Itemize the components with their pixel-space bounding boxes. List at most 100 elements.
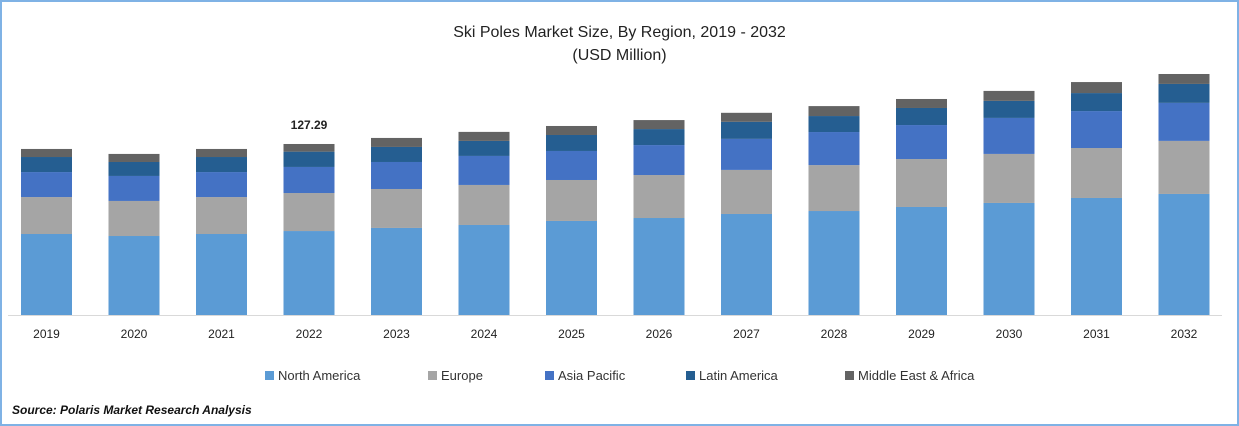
bar-segment-europe-2021 [196, 197, 247, 234]
x-tick-label: 2031 [1083, 327, 1110, 341]
bar-segment-latin-america-2031 [1071, 93, 1122, 112]
bar-segment-north-america-2019 [21, 233, 72, 315]
bar-segment-north-america-2027 [721, 213, 772, 315]
bar-segment-middle-east-africa-2021 [196, 148, 247, 158]
bar-segment-middle-east-africa-2024 [458, 131, 510, 141]
x-tick-label: 2024 [471, 327, 498, 341]
legend-label: Asia Pacific [558, 368, 626, 383]
legend: North America Europe Asia Pacific Latin Ame… [0, 368, 1239, 386]
bar-segment-middle-east-africa-2028 [808, 106, 860, 117]
chart-subtitle: (USD Million) [572, 47, 667, 64]
bar-segment-europe-2028 [808, 165, 860, 212]
x-tick-label: 2028 [821, 327, 848, 341]
bar-segment-europe-2023 [371, 188, 422, 228]
bar-segment-asia-pacific-2021 [196, 172, 247, 198]
bar-segment-asia-pacific-2029 [896, 125, 947, 160]
data-label: 127.29 [291, 118, 328, 132]
x-tick-label: 2021 [208, 327, 235, 341]
bar-segment-europe-2030 [983, 153, 1035, 203]
bar-segment-north-america-2030 [983, 202, 1035, 315]
legend-swatch [428, 371, 437, 380]
bar-segment-latin-america-2019 [21, 157, 72, 173]
bar-segment-asia-pacific-2031 [1071, 111, 1122, 149]
bar-segment-north-america-2022 [283, 231, 335, 315]
bar-segment-europe-2026 [633, 175, 685, 219]
x-tick-label: 2032 [1171, 327, 1198, 341]
x-tick-label: 2019 [33, 327, 60, 341]
bar-segment-asia-pacific-2023 [371, 161, 422, 189]
legend-swatch [686, 371, 695, 380]
legend-item-middle-east-africa: Middle East & Africa [845, 368, 974, 383]
legend-label: Latin America [699, 368, 778, 383]
bar-segment-middle-east-africa-2025 [546, 125, 597, 135]
bar-segment-latin-america-2026 [633, 129, 685, 146]
x-tick-label: 2030 [996, 327, 1023, 341]
bar-segment-latin-america-2023 [371, 146, 422, 162]
bar-segment-asia-pacific-2025 [546, 150, 597, 180]
bar-segment-asia-pacific-2022 [283, 166, 335, 194]
bar-segment-latin-america-2020 [108, 161, 160, 176]
legend-swatch [845, 371, 854, 380]
bar-segment-asia-pacific-2028 [808, 132, 860, 166]
bar-segment-middle-east-africa-2020 [108, 153, 160, 162]
bar-segment-middle-east-africa-2019 [21, 148, 72, 158]
bar-segment-latin-america-2022 [283, 151, 335, 167]
bar-segment-north-america-2026 [633, 218, 685, 315]
bar-segment-europe-2031 [1071, 148, 1122, 198]
legend-label: North America [278, 368, 361, 383]
bar-segment-europe-2027 [721, 169, 772, 214]
bar-segment-north-america-2021 [196, 233, 247, 315]
legend-swatch [265, 371, 274, 380]
legend-item-north-america: North America [265, 368, 360, 383]
bar-segment-north-america-2025 [546, 220, 597, 315]
bar-segment-asia-pacific-2032 [1158, 102, 1210, 141]
x-tick-label: 2025 [558, 327, 585, 341]
bar-segment-middle-east-africa-2027 [721, 112, 772, 122]
bar-segment-asia-pacific-2019 [21, 172, 72, 198]
legend-label: Middle East & Africa [858, 368, 975, 383]
bar-segment-latin-america-2024 [458, 140, 510, 156]
bar-segment-latin-america-2025 [546, 134, 597, 151]
bar-segment-middle-east-africa-2031 [1071, 82, 1122, 94]
bar-segment-middle-east-africa-2029 [896, 98, 947, 108]
x-tick-label: 2027 [733, 327, 760, 341]
bar-segment-middle-east-africa-2022 [283, 143, 335, 152]
x-tick-label: 2029 [908, 327, 935, 341]
bar-segment-latin-america-2028 [808, 116, 860, 133]
bar-segment-europe-2024 [458, 184, 510, 225]
x-tick-label: 2020 [121, 327, 148, 341]
x-tick-label: 2022 [296, 327, 323, 341]
bar-segment-middle-east-africa-2026 [633, 120, 685, 130]
bar-segment-north-america-2032 [1158, 193, 1210, 315]
source-note: Source: Polaris Market Research Analysis [12, 403, 252, 417]
bar-segment-north-america-2020 [108, 236, 160, 315]
bar-segment-latin-america-2027 [721, 121, 772, 139]
x-tick-label: 2026 [646, 327, 673, 341]
bar-segment-north-america-2023 [371, 227, 422, 315]
bar-segment-latin-america-2029 [896, 107, 947, 126]
x-tick-label: 2023 [383, 327, 410, 341]
bar-segment-middle-east-africa-2023 [371, 137, 422, 147]
bar-segment-europe-2029 [896, 159, 947, 207]
bar-segment-latin-america-2030 [983, 100, 1035, 118]
legend-item-europe: Europe [428, 368, 483, 383]
bar-segment-europe-2019 [21, 197, 72, 234]
chart-title: Ski Poles Market Size, By Region, 2019 -… [453, 24, 786, 41]
bar-segment-asia-pacific-2026 [633, 145, 685, 176]
bar-segment-north-america-2024 [458, 224, 510, 315]
bar-segment-europe-2020 [108, 200, 160, 237]
bar-segment-latin-america-2021 [196, 157, 247, 173]
bar-segment-europe-2025 [546, 179, 597, 221]
legend-item-asia-pacific: Asia Pacific [545, 368, 625, 383]
bar-segment-europe-2022 [283, 193, 335, 232]
bar-segment-latin-america-2032 [1158, 83, 1210, 103]
bar-segment-asia-pacific-2030 [983, 117, 1035, 154]
legend-item-latin-america: Latin America [686, 368, 778, 383]
bar-segment-asia-pacific-2024 [458, 155, 510, 185]
bar-segment-middle-east-africa-2032 [1158, 73, 1210, 84]
legend-swatch [545, 371, 554, 380]
bar-segment-north-america-2028 [808, 211, 860, 315]
bar-segment-europe-2032 [1158, 140, 1210, 194]
